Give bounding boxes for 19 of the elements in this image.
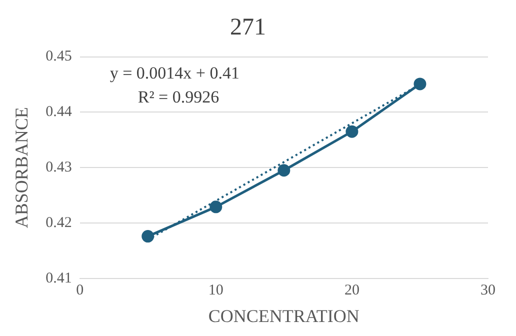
y-tick-label: 0.45 <box>46 48 72 65</box>
y-tick-label: 0.42 <box>46 214 72 231</box>
y-tick-label: 0.44 <box>46 104 72 120</box>
point <box>210 200 222 214</box>
annotation: y = 0.0014x + 0.41 <box>110 63 240 82</box>
x-tick-label: 0 <box>76 282 84 298</box>
point <box>278 164 290 177</box>
x-tick-label: 20 <box>344 282 360 298</box>
annotation: R² = 0.9926 <box>138 87 220 106</box>
x-axis-title: CONCENTRATION <box>208 306 360 326</box>
x-tick-label: 30 <box>480 282 496 298</box>
chart-title: 271 <box>230 14 266 41</box>
y-tick-label: 0.41 <box>46 270 72 286</box>
point <box>414 78 426 90</box>
y-axis-title: ABSORBANCE <box>12 107 32 228</box>
y-tick-label: 0.43 <box>46 160 72 176</box>
point <box>346 125 358 138</box>
point <box>142 230 154 243</box>
x-tick-label: 10 <box>208 282 224 298</box>
